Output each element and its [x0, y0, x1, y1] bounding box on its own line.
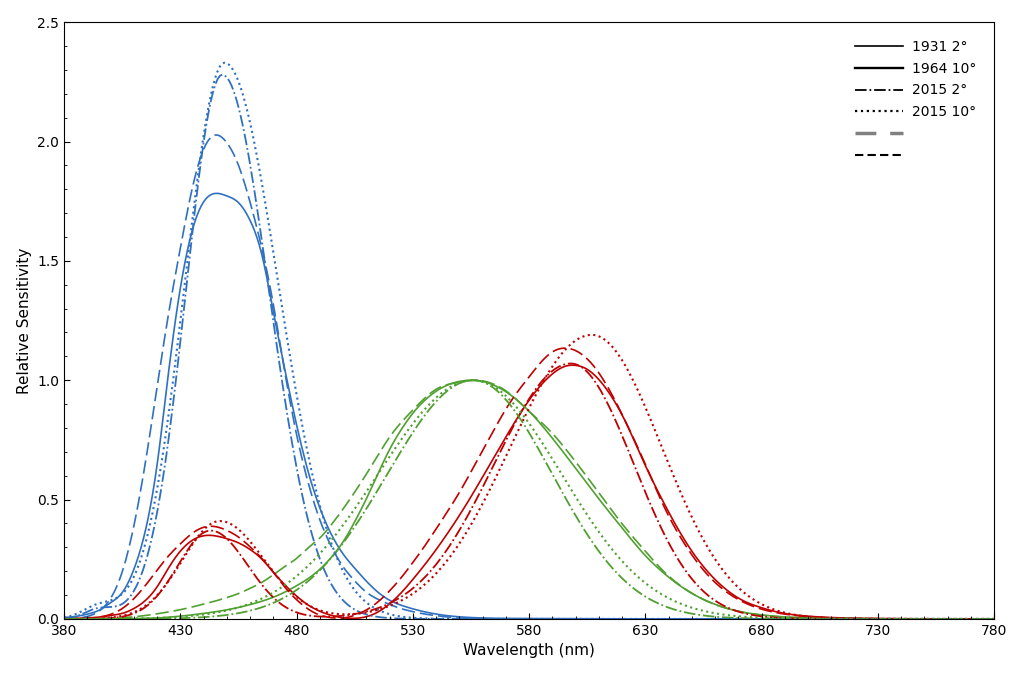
X-axis label: Wavelength (nm): Wavelength (nm) [463, 643, 595, 658]
Y-axis label: Relative Sensitivity: Relative Sensitivity [16, 247, 32, 394]
Legend: 1931 2°, 1964 10°, 2015 2°, 2015 10°,  ,  : 1931 2°, 1964 10°, 2015 2°, 2015 10°, , [844, 29, 987, 173]
